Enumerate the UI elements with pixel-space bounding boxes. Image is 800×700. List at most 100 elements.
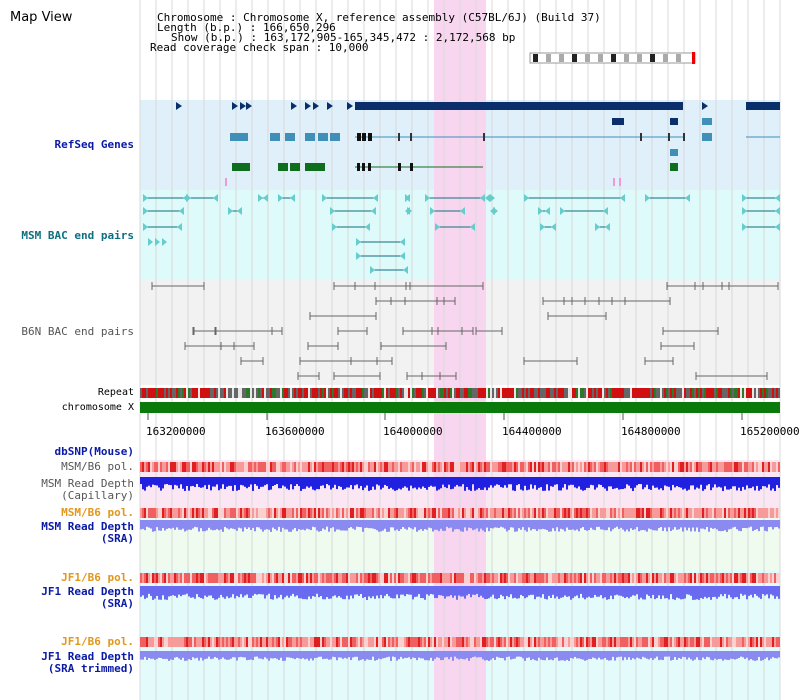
depth-bar <box>752 586 754 598</box>
depth-bar <box>198 586 200 598</box>
polymorphism-mark <box>482 637 484 647</box>
depth-bar <box>468 520 470 528</box>
polymorphism-mark <box>520 462 522 472</box>
polymorphism-mark <box>296 462 298 472</box>
polymorphism-mark <box>192 573 194 583</box>
polymorphism-mark <box>210 637 212 647</box>
track-label-jf1-b6-pol-2[interactable]: JF1/B6 pol. <box>61 635 134 648</box>
polymorphism-mark <box>268 508 270 518</box>
depth-bar <box>770 651 772 659</box>
depth-bar <box>558 477 560 491</box>
polymorphism-mark <box>398 637 400 647</box>
depth-bar <box>656 520 658 531</box>
depth-bar <box>730 651 732 659</box>
depth-bar <box>580 651 582 660</box>
repeat-mark <box>442 388 444 398</box>
polymorphism-mark <box>346 573 348 583</box>
depth-bar <box>294 586 296 597</box>
track-label-jf1-depth-trimmed[interactable]: JF1 Read Depth <box>41 650 134 663</box>
depth-bar <box>358 586 360 596</box>
polymorphism-mark <box>600 573 602 583</box>
depth-bar <box>508 477 510 485</box>
polymorphism-mark <box>196 573 198 583</box>
polymorphism-mark <box>442 462 444 472</box>
track-label-msm-b6-pol-1[interactable]: MSM/B6 pol. <box>61 460 134 473</box>
track-label-b6n-bac[interactable]: B6N BAC end pairs <box>21 325 134 338</box>
depth-bar <box>422 651 424 659</box>
polymorphism-mark <box>614 462 616 472</box>
depth-bar <box>498 520 500 529</box>
gene-block <box>746 102 780 110</box>
polymorphism-mark <box>738 637 740 647</box>
polymorphism-mark <box>568 573 570 583</box>
track-label-dbsnp[interactable]: dbSNP(Mouse) <box>54 445 134 458</box>
polymorphism-mark <box>226 573 228 583</box>
depth-bar <box>248 586 250 598</box>
track-label-refseq[interactable]: RefSeq Genes <box>54 138 134 151</box>
polymorphism-mark <box>650 462 652 472</box>
repeat-mark <box>190 388 192 398</box>
polymorphism-mark <box>270 508 272 518</box>
polymorphism-mark <box>176 573 178 583</box>
track-label-jf1-b6-pol-1[interactable]: JF1/B6 pol. <box>61 571 134 584</box>
polymorphism-mark <box>224 637 226 647</box>
polymorphism-mark <box>372 508 374 518</box>
track-label-jf1-depth-sra[interactable]: JF1 Read Depth <box>41 585 134 598</box>
polymorphism-mark <box>420 573 422 583</box>
track-label-msm-depth-sra[interactable]: MSM Read Depth <box>41 520 134 533</box>
polymorphism-mark <box>256 508 258 518</box>
depth-bar <box>708 586 710 598</box>
repeat-mark <box>584 388 586 398</box>
polymorphism-mark <box>626 462 628 472</box>
polymorphism-mark <box>396 462 398 472</box>
polymorphism-mark <box>482 573 484 583</box>
depth-bar <box>612 520 614 530</box>
repeat-mark <box>162 388 164 398</box>
bac-end <box>263 194 268 202</box>
track-label-msm-bac[interactable]: MSM BAC end pairs <box>21 229 134 242</box>
depth-bar <box>532 520 534 529</box>
depth-bar <box>486 520 488 528</box>
depth-bar <box>512 586 514 599</box>
gene-block <box>670 118 678 125</box>
depth-bar <box>770 520 772 527</box>
polymorphism-mark <box>570 637 572 647</box>
depth-bar <box>482 477 484 490</box>
polymorphism-mark <box>578 637 580 647</box>
polymorphism-mark <box>514 508 516 518</box>
polymorphism-mark <box>706 508 708 518</box>
polymorphism-mark <box>388 462 390 472</box>
depth-bar <box>346 651 348 659</box>
polymorphism-mark <box>264 573 266 583</box>
polymorphism-mark <box>312 637 314 647</box>
track-label-msm-depth-capillary[interactable]: MSM Read Depth <box>41 477 134 490</box>
polymorphism-mark <box>530 508 532 518</box>
gene-arrow <box>313 102 319 110</box>
polymorphism-mark <box>246 637 248 647</box>
polymorphism-mark <box>192 462 194 472</box>
depth-bar <box>260 651 262 659</box>
depth-bar <box>734 520 736 527</box>
polymorphism-mark <box>374 462 376 472</box>
repeat-mark <box>778 388 780 398</box>
depth-bar <box>626 586 628 598</box>
depth-bar <box>564 477 566 485</box>
depth-bar <box>500 520 502 527</box>
depth-bar <box>534 477 536 486</box>
depth-bar <box>604 586 606 598</box>
depth-bar <box>374 477 376 490</box>
depth-bar <box>532 586 534 595</box>
polymorphism-mark <box>154 637 156 647</box>
polymorphism-mark <box>210 462 212 472</box>
depth-bar <box>420 520 422 530</box>
polymorphism-mark <box>600 637 602 647</box>
polymorphism-mark <box>560 637 562 647</box>
depth-bar <box>750 520 752 527</box>
depth-bar <box>386 586 388 594</box>
bac-end <box>545 207 550 215</box>
polymorphism-mark <box>394 462 396 472</box>
polymorphism-mark <box>288 637 290 647</box>
track-label-msm-b6-pol-2[interactable]: MSM/B6 pol. <box>61 506 134 519</box>
depth-bar <box>670 520 672 532</box>
depth-bar <box>696 586 698 600</box>
